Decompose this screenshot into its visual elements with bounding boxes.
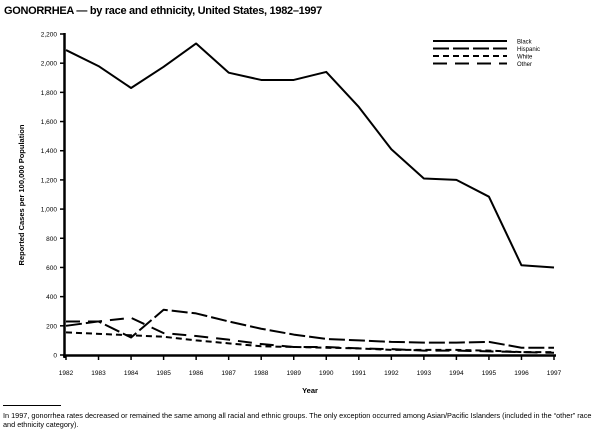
x-tick-label: 1987 [221,370,236,377]
x-tick-label: 1988 [254,370,269,377]
x-tick-label: 1982 [59,370,74,377]
y-tick-label: 1,600 [41,119,58,126]
legend-label: Black [517,40,533,46]
chart-plot: 0 200 400 600 800 1,000 1,200 1,400 1,600 1,800 2,… [17,32,562,396]
chart-title: GONORRHEA — by race and ethnicity, Unite… [4,5,322,17]
series-line-hispanic [65,308,554,349]
x-tick-label: 1994 [449,370,464,377]
footnote: In 1997, gonorrhea rates decreased or re… [3,411,592,429]
y-tick-label: 1,000 [41,207,58,214]
legend-label: White [517,55,533,61]
x-tick-label: 1989 [286,370,301,377]
y-tick-label: 1,200 [41,177,58,184]
y-tick-label: 800 [46,236,57,243]
series-line-other [66,316,555,354]
x-tick-label: 1985 [156,370,171,377]
y-tick-label: 1,400 [41,148,58,155]
y-tick-label: 0 [53,353,57,360]
series-line-black [65,42,555,269]
x-tick-label: 1992 [384,370,399,377]
x-tick-label: 1986 [189,370,204,377]
y-axis-label: Reported Cases per 100,000 Population [17,124,26,265]
x-tick-label: 1984 [124,370,139,377]
y-tick-label: 2,000 [41,61,58,68]
y-tick-label: 600 [46,265,57,272]
x-axis-label: Year [302,386,318,395]
y-tick-label: 400 [46,294,57,301]
legend-label: Hispanic [517,47,540,53]
x-tick-label: 1990 [319,370,334,377]
legend-label: Other [517,62,532,68]
x-tick-label: 1995 [482,370,497,377]
x-tick-label: 1997 [547,370,562,377]
x-tick-label: 1991 [352,370,367,377]
y-tick-label: 200 [46,323,57,330]
x-tick-label: 1983 [91,370,106,377]
y-tick-label: 1,800 [41,90,58,97]
footnote-rule [3,405,61,406]
x-tick-label: 1993 [417,370,432,377]
x-tick-label: 1996 [514,370,529,377]
y-tick-label: 2,200 [41,32,58,39]
